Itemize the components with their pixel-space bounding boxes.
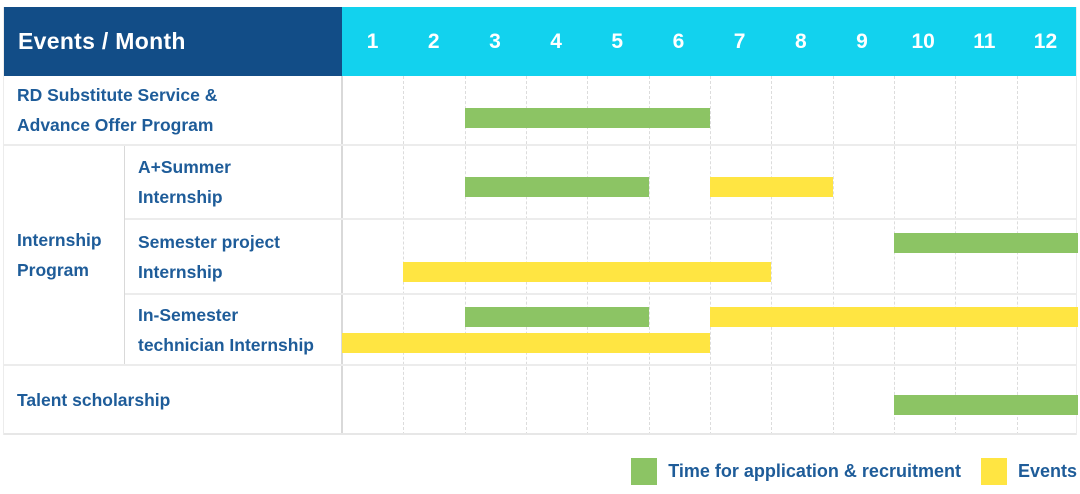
row-label-in-semester-technician-internship: In-Semester technician Internship: [125, 295, 342, 364]
corner-header-label: Events / Month: [18, 28, 186, 54]
month-header-5: 5: [611, 29, 624, 53]
gridline-month-2: [403, 76, 405, 435]
row-in-semester-technician-internship: In-Semester technician Internship: [125, 295, 1076, 364]
legend-label-events: Events: [1017, 460, 1077, 481]
row-label-talent-scholarship: Talent scholarship: [4, 366, 342, 433]
application-swatch-icon: [631, 457, 658, 485]
label-chart-divider: [342, 76, 343, 435]
month-header-8: 8: [794, 29, 807, 53]
events-swatch-icon: [980, 457, 1007, 485]
month-header-10: 10: [911, 29, 935, 53]
events-month-table: Events / Month 1 2 3 4 5 6 7 8 9 10 11 12 RD Substi…: [3, 7, 1078, 435]
row-label-a-summer-internship: A+Summer Internship: [125, 146, 342, 218]
row-semester-project-internship: Semester project Internship: [125, 220, 1076, 295]
row-group-internship-program: Internship Program A+Summer Internship S…: [4, 146, 1076, 366]
month-header-4: 4: [550, 29, 562, 53]
month-header-6: 6: [672, 29, 685, 53]
month-header-2: 2: [427, 29, 440, 53]
rows: RD Substitute Service & Advance Offer Pr…: [4, 76, 1076, 435]
corner-header-cell: Events / Month: [4, 7, 342, 76]
month-header-row: 1 2 3 4 5 6 7 8 9 10 11 12: [342, 7, 1076, 76]
legend-label-application: Time for application & recruitment: [668, 460, 961, 481]
gridline-month-4: [526, 76, 527, 435]
row-label-rd-substitute: RD Substitute Service & Advance Offer Pr…: [4, 76, 342, 144]
month-header-11: 11: [973, 29, 996, 53]
gridline-month-8: [771, 76, 773, 435]
internship-subrows: A+Summer Internship Semester project Int…: [125, 146, 1076, 364]
month-header-9: 9: [856, 29, 868, 53]
row-label-semester-project-internship: Semester project Internship: [125, 220, 342, 293]
row-a-summer-internship: A+Summer Internship: [125, 146, 1076, 220]
month-header-3: 3: [489, 29, 501, 53]
month-header-1: 1: [366, 29, 379, 53]
gridline-month-10: [894, 76, 895, 435]
table-header-row: Events / Month 1 2 3 4 5 6 7 8 9 10 11 12: [4, 7, 1076, 76]
legend-item-events: Events: [980, 457, 1077, 485]
month-gridlines: [4, 76, 1076, 435]
month-header-7: 7: [733, 29, 746, 53]
row-rd-substitute: RD Substitute Service & Advance Offer Pr…: [4, 76, 1076, 146]
gridline-month-3: [464, 76, 466, 435]
row-talent-scholarship: Talent scholarship: [4, 366, 1076, 435]
group-label-internship-program: Internship Program: [4, 146, 125, 364]
gridline-month-9: [832, 76, 834, 435]
month-header-12: 12: [1033, 29, 1058, 53]
gridline-month-12: [1016, 76, 1018, 435]
gridline-month-6: [648, 76, 650, 435]
gridline-month-5: [587, 76, 589, 435]
table-body: RD Substitute Service & Advance Offer Pr…: [4, 76, 1078, 435]
gridline-month-11: [955, 76, 957, 435]
gridline-month-7: [710, 76, 711, 435]
legend: Time for application & recruitment Event…: [631, 456, 1077, 486]
legend-item-application: Time for application & recruitment: [631, 457, 961, 485]
